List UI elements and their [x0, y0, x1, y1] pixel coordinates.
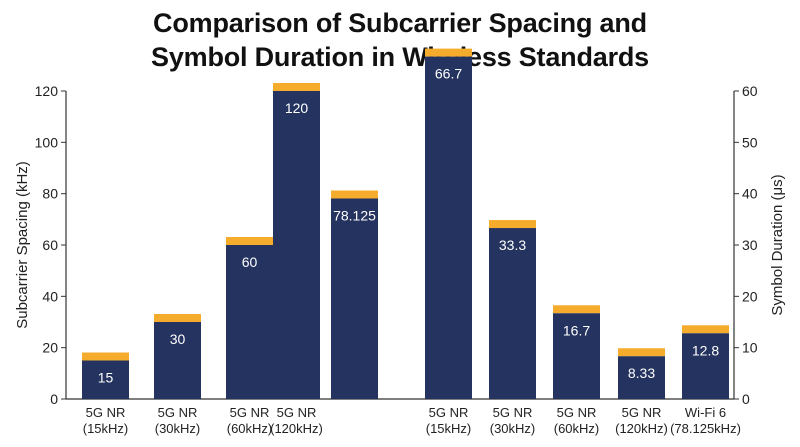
bar: [489, 228, 536, 399]
category-label-line-2: (15kHz): [426, 421, 472, 436]
bar-value-label: 120: [285, 100, 309, 116]
category-label-line-2: (120kHz): [615, 421, 668, 436]
category-label-line-2: (60kHz): [227, 421, 273, 436]
bar-cap: [226, 237, 273, 245]
bar-value-label: 66.7: [435, 66, 462, 82]
category-label-line-1: 5G NR: [158, 405, 198, 420]
category-label-line-1: Wi-Fi 6: [685, 405, 726, 420]
left-tick-label: 100: [35, 134, 59, 150]
left-tick-label: 40: [42, 288, 58, 304]
bar: [154, 322, 201, 399]
left-tick-label: 20: [42, 340, 58, 356]
chart-title-line-1: Comparison of Subcarrier Spacing and: [153, 8, 647, 38]
bar-value-label: 30: [170, 331, 186, 347]
category-label-line-1: 5G NR: [277, 405, 317, 420]
bar: [331, 198, 378, 399]
bar-cap: [553, 305, 600, 314]
right-tick-label: 0: [742, 391, 750, 407]
bar-value-label: 78.125: [333, 207, 376, 223]
bar: [425, 56, 472, 400]
bar-value-label: 15: [98, 370, 114, 386]
right-tick-label: 10: [742, 340, 758, 356]
left-tick-label: 120: [35, 83, 59, 99]
bar-cap: [425, 48, 472, 57]
bar-cap: [618, 348, 665, 357]
category-label-line-2: (78.125kHz): [670, 421, 741, 436]
bar-value-label: 8.33: [628, 365, 655, 381]
bar-cap: [154, 314, 201, 322]
right-tick-label: 50: [742, 134, 758, 150]
bar-cap: [682, 325, 729, 334]
right-tick-label: 20: [742, 288, 758, 304]
bar: [273, 91, 320, 399]
bar-value-label: 16.7: [563, 322, 590, 338]
category-label-line-2: (120kHz): [270, 421, 323, 436]
category-label-line-1: 5G NR: [493, 405, 533, 420]
left-tick-label: 80: [42, 186, 58, 202]
bar: [553, 313, 600, 399]
bar: [226, 245, 273, 399]
bar-cap: [82, 352, 129, 361]
right-tick-label: 60: [742, 83, 758, 99]
bar-value-label: 12.8: [692, 342, 719, 358]
bar-cap: [331, 190, 378, 199]
bar: [618, 356, 665, 399]
bar-cap: [489, 220, 536, 229]
category-label-line-2: (15kHz): [83, 421, 129, 436]
bar-value-label: 60: [242, 254, 258, 270]
bar: [82, 360, 129, 399]
category-label-line-1: 5G NR: [429, 405, 469, 420]
chart-title-line-2: Symbol Duration in Wireless Standards: [151, 42, 649, 72]
bar-value-label: 33.3: [499, 237, 526, 253]
left-tick-label: 0: [50, 391, 58, 407]
left-tick-label: 60: [42, 237, 58, 253]
category-label-line-1: 5G NR: [86, 405, 126, 420]
bar: [682, 333, 729, 399]
category-label-line-1: 5G NR: [622, 405, 662, 420]
bar-cap: [273, 83, 320, 91]
category-label-line-1: 5G NR: [557, 405, 597, 420]
right-axis-title: Symbol Duration (μs): [769, 174, 786, 315]
category-label-line-2: (30kHz): [155, 421, 201, 436]
category-label-line-1: 5G NR: [230, 405, 270, 420]
category-label-line-2: (30kHz): [490, 421, 536, 436]
right-tick-label: 40: [742, 186, 758, 202]
left-axis-title: Subcarrier Spacing (kHz): [14, 161, 31, 329]
right-tick-label: 30: [742, 237, 758, 253]
category-label-line-2: (60kHz): [554, 421, 600, 436]
